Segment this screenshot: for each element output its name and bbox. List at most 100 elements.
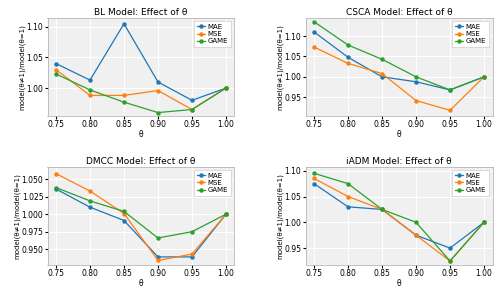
Legend: MAE, MSE, GAME: MAE, MSE, GAME	[452, 170, 489, 196]
MAE	[53, 187, 59, 191]
MAE	[311, 30, 317, 34]
Line: MSE: MSE	[312, 46, 486, 112]
Line: GAME: GAME	[54, 72, 228, 114]
MAE	[53, 62, 59, 65]
Title: iADM Model: Effect of θ: iADM Model: Effect of θ	[346, 157, 452, 166]
MAE	[87, 78, 93, 82]
Y-axis label: model(θ≠1)/model(θ=1): model(θ≠1)/model(θ=1)	[276, 24, 283, 110]
MAE	[345, 56, 351, 59]
MAE	[379, 75, 385, 78]
MAE	[481, 220, 487, 224]
MSE	[379, 72, 385, 75]
MSE	[155, 259, 161, 262]
MSE	[413, 233, 419, 237]
Title: CSCA Model: Effect of θ: CSCA Model: Effect of θ	[346, 8, 453, 17]
MAE	[447, 246, 453, 250]
GAME	[53, 186, 59, 189]
GAME	[311, 171, 317, 175]
GAME	[223, 86, 229, 90]
Line: MSE: MSE	[312, 177, 486, 263]
MSE	[53, 172, 59, 175]
GAME	[189, 230, 195, 233]
GAME	[413, 75, 419, 78]
Y-axis label: model(θ≠1)/model(θ=1): model(θ≠1)/model(θ=1)	[276, 173, 283, 258]
Line: MAE: MAE	[312, 30, 486, 91]
GAME	[53, 72, 59, 76]
MSE	[447, 108, 453, 112]
GAME	[155, 236, 161, 240]
Title: DMCC Model: Effect of θ: DMCC Model: Effect of θ	[86, 157, 196, 166]
Legend: MAE, MSE, GAME: MAE, MSE, GAME	[194, 21, 231, 47]
MSE	[53, 68, 59, 71]
MSE	[311, 45, 317, 49]
Legend: MAE, MSE, GAME: MAE, MSE, GAME	[452, 21, 489, 47]
MAE	[87, 206, 93, 209]
MAE	[379, 208, 385, 211]
MAE	[121, 219, 127, 222]
MSE	[87, 94, 93, 97]
MSE	[379, 208, 385, 211]
GAME	[311, 20, 317, 24]
MSE	[121, 94, 127, 97]
MAE	[121, 22, 127, 26]
GAME	[447, 88, 453, 92]
Line: GAME: GAME	[54, 186, 228, 240]
GAME	[447, 259, 453, 263]
GAME	[345, 43, 351, 47]
GAME	[379, 58, 385, 61]
GAME	[481, 75, 487, 78]
Line: MSE: MSE	[54, 172, 228, 262]
GAME	[121, 210, 127, 213]
MSE	[345, 62, 351, 65]
X-axis label: θ: θ	[396, 279, 402, 288]
MSE	[189, 108, 195, 111]
MAE	[155, 255, 161, 259]
MAE	[481, 75, 487, 78]
MAE	[447, 88, 453, 92]
GAME	[223, 213, 229, 216]
MSE	[481, 75, 487, 78]
Line: GAME: GAME	[312, 20, 486, 91]
GAME	[189, 108, 195, 111]
MSE	[223, 86, 229, 90]
Line: GAME: GAME	[312, 172, 486, 263]
Line: MAE: MAE	[54, 22, 228, 102]
MSE	[155, 89, 161, 92]
GAME	[379, 208, 385, 211]
Y-axis label: model(θ≠1)/model(θ=1): model(θ≠1)/model(θ=1)	[14, 173, 20, 258]
MSE	[447, 259, 453, 263]
MSE	[223, 213, 229, 216]
X-axis label: θ: θ	[138, 279, 143, 288]
MSE	[413, 99, 419, 102]
Line: MAE: MAE	[312, 182, 486, 250]
MSE	[481, 220, 487, 224]
MAE	[413, 233, 419, 237]
MAE	[189, 255, 195, 259]
MSE	[189, 252, 195, 256]
MAE	[223, 86, 229, 90]
X-axis label: θ: θ	[138, 130, 143, 139]
MSE	[87, 189, 93, 193]
MAE	[189, 98, 195, 102]
Line: MAE: MAE	[54, 188, 228, 258]
Y-axis label: model(θ≠1)/model(θ=1): model(θ≠1)/model(θ=1)	[18, 24, 25, 110]
MAE	[311, 182, 317, 186]
GAME	[87, 88, 93, 92]
MAE	[155, 80, 161, 84]
Title: BL Model: Effect of θ: BL Model: Effect of θ	[94, 8, 188, 17]
X-axis label: θ: θ	[396, 130, 402, 139]
Line: MSE: MSE	[54, 68, 228, 111]
GAME	[413, 220, 419, 224]
MSE	[311, 177, 317, 180]
MAE	[345, 205, 351, 209]
MSE	[345, 195, 351, 198]
MSE	[121, 212, 127, 215]
GAME	[121, 100, 127, 104]
MAE	[223, 213, 229, 216]
GAME	[345, 182, 351, 186]
MAE	[413, 80, 419, 83]
GAME	[481, 220, 487, 224]
GAME	[87, 199, 93, 203]
GAME	[155, 111, 161, 114]
Legend: MAE, MSE, GAME: MAE, MSE, GAME	[194, 170, 231, 196]
